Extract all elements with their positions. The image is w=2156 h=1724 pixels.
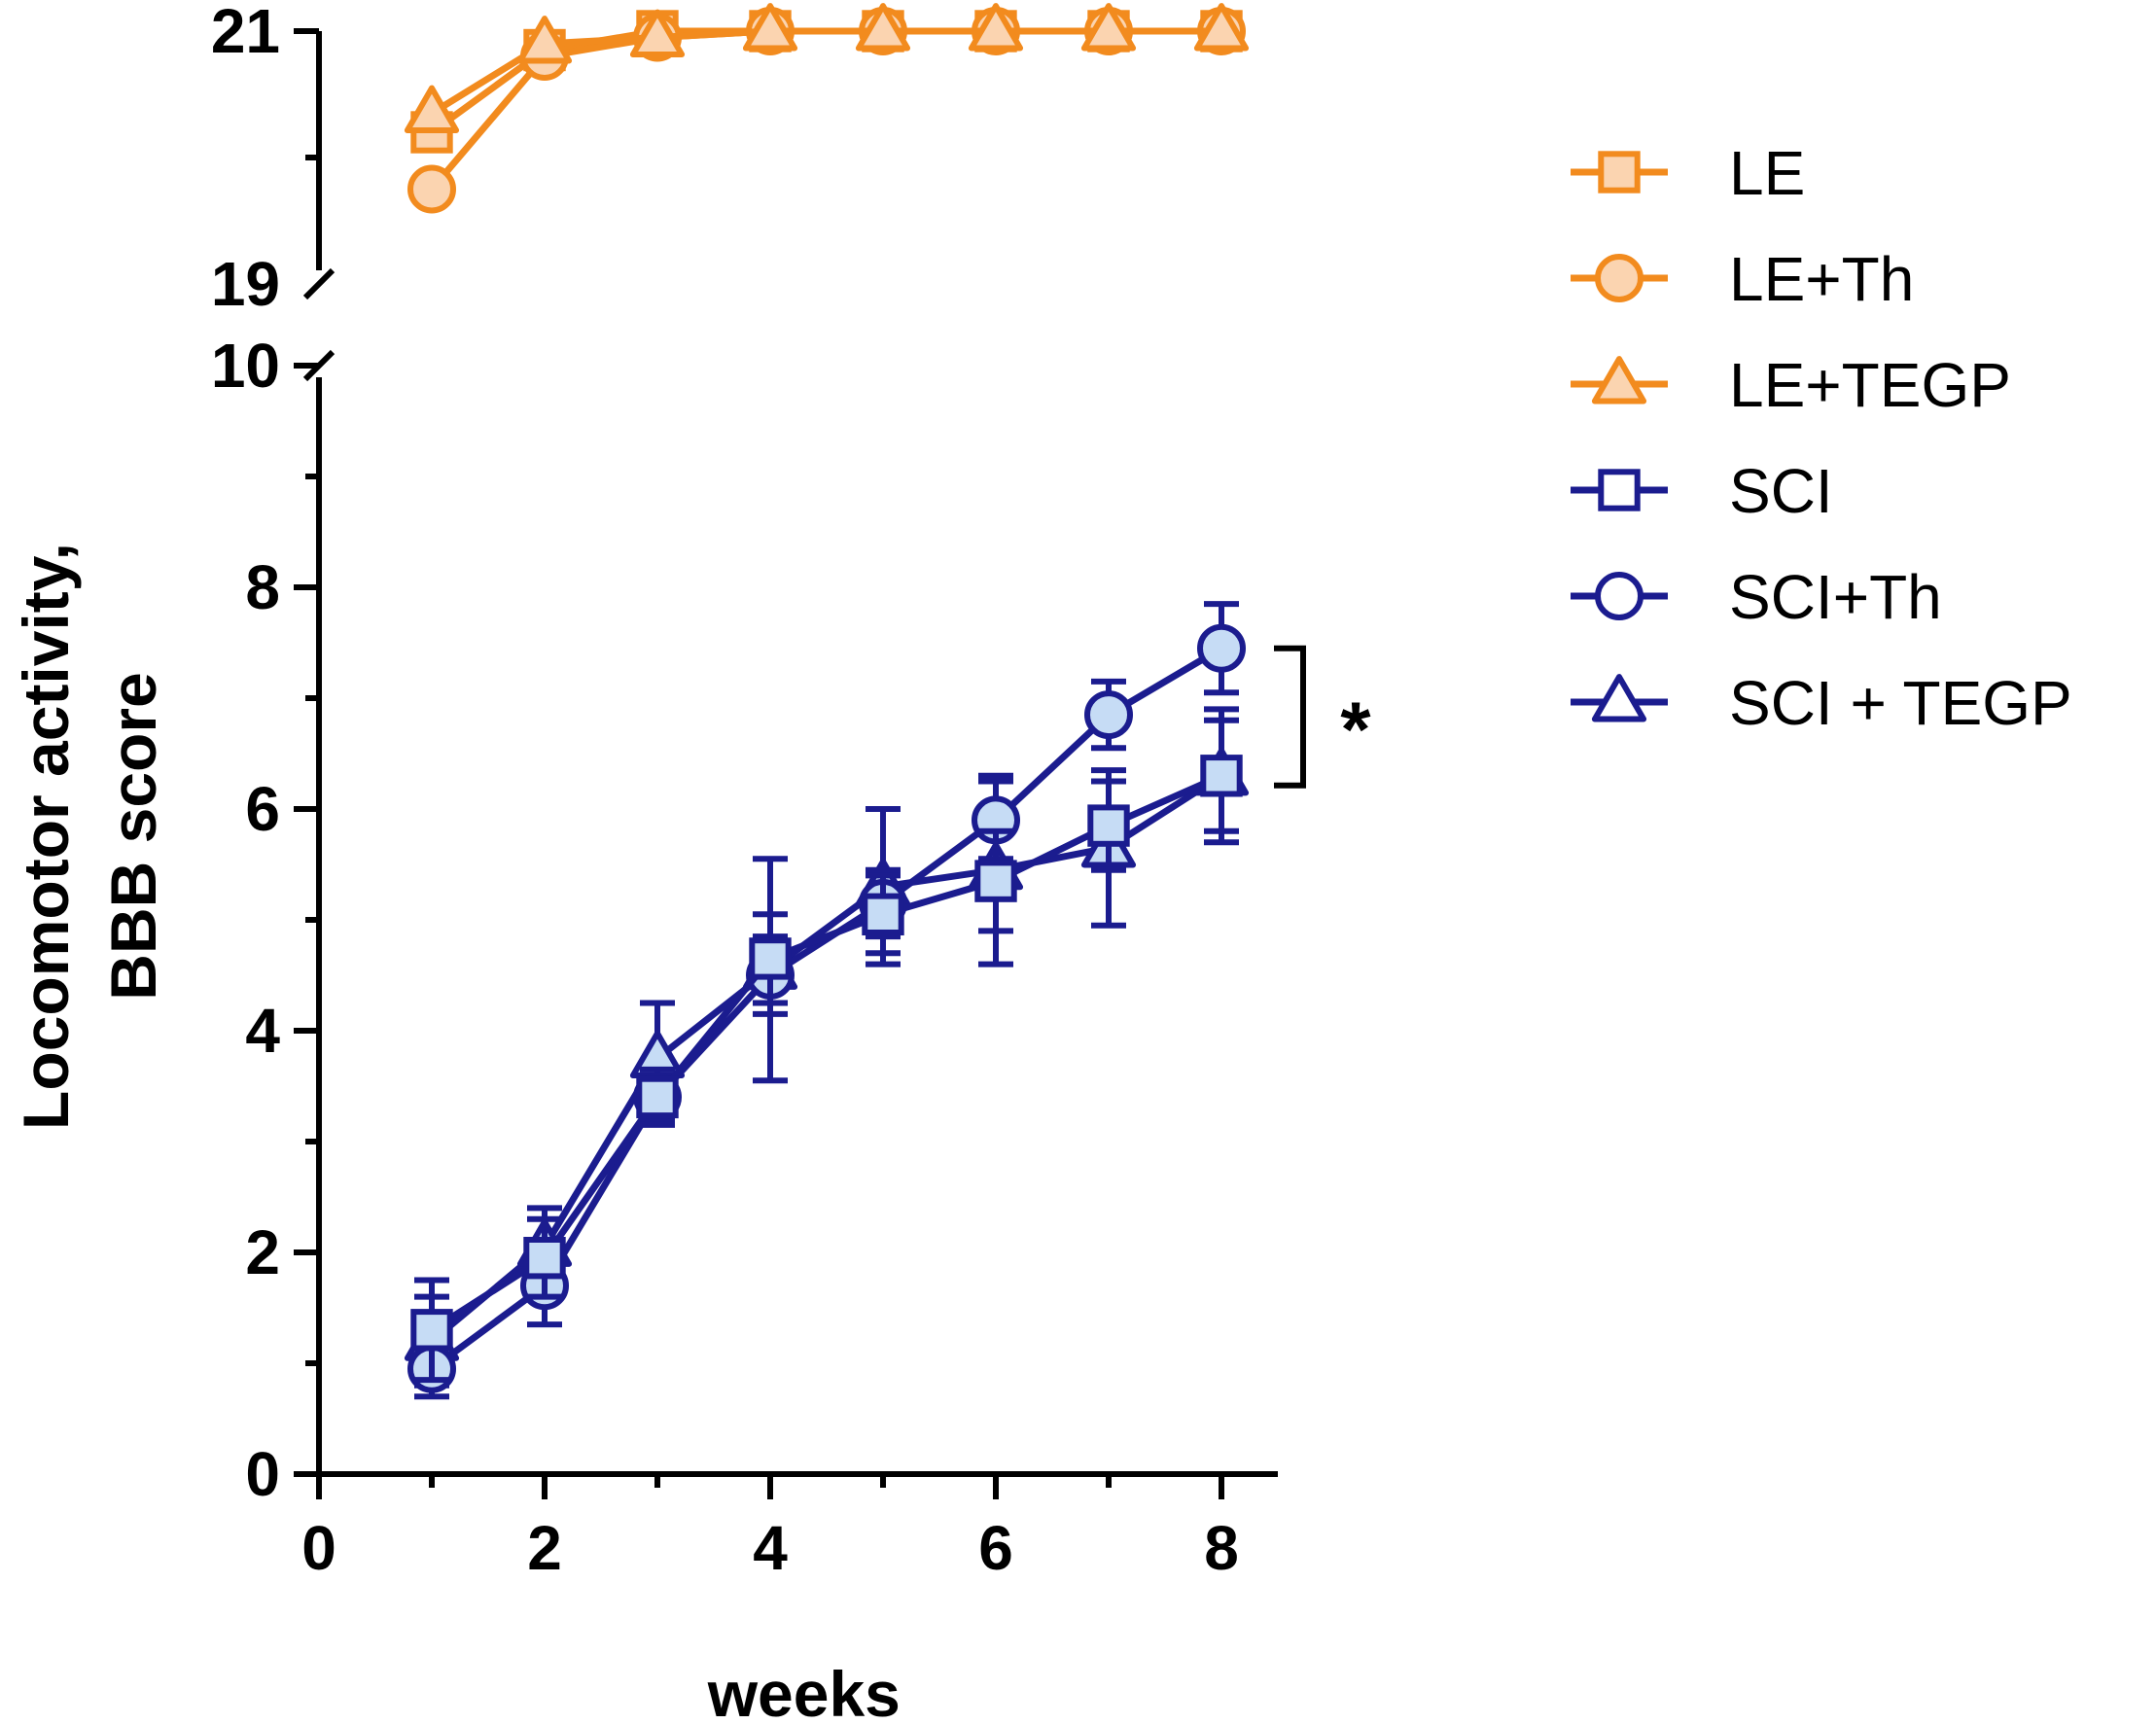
series-line <box>430 27 1221 117</box>
data-point <box>862 893 904 935</box>
y-axis-title: Locomotor activity, BBB score <box>10 543 169 1130</box>
x-tick-label: 8 <box>1204 1513 1239 1583</box>
legend-marker <box>1591 674 1647 722</box>
axis-break-mark <box>302 267 336 300</box>
legend-item: LE <box>1571 138 1805 208</box>
y-axis-title-line: BBB score <box>97 672 169 1000</box>
y-tick-label: 6 <box>245 774 280 844</box>
legend-item: SCI+Th <box>1571 562 1942 632</box>
data-point <box>855 3 911 52</box>
y-tick-label: 8 <box>245 552 280 622</box>
legend-marker <box>1591 356 1647 405</box>
legend-label: LE+Th <box>1729 244 1914 314</box>
y-tick-label: 2 <box>245 1217 280 1287</box>
data-point <box>410 1309 453 1352</box>
y-tick-label: 10 <box>211 331 280 401</box>
y-tick-label: 0 <box>245 1439 280 1509</box>
data-point <box>742 3 798 52</box>
data-point <box>1193 3 1250 52</box>
legend-label: LE+TEGP <box>1729 350 2011 420</box>
annotation-layer: * <box>1274 645 1371 789</box>
data-point <box>629 9 686 58</box>
data-point <box>1197 623 1246 673</box>
legend-marker <box>1595 254 1644 302</box>
legend-marker <box>1595 572 1644 620</box>
legend-label: SCI+Th <box>1729 562 1942 632</box>
data-point <box>1084 690 1133 740</box>
x-tick-label: 4 <box>753 1513 788 1583</box>
legend-item: LE+Th <box>1571 244 1914 314</box>
axis-break-mark <box>302 349 336 382</box>
y-tick-label: 4 <box>245 996 280 1066</box>
y-tick-label: 21 <box>211 0 280 66</box>
significance-bracket <box>1274 645 1306 789</box>
significance-star: * <box>1340 686 1371 772</box>
axes: 0 2 4 6 8 10 19 21 0 2 4 6 8 weeks Locomotor activity,… <box>10 0 1278 1724</box>
data-point <box>1080 3 1137 52</box>
data-point <box>516 16 573 64</box>
data-point <box>636 1075 679 1119</box>
series-sci <box>410 717 1243 1384</box>
y-axis-title-line: Locomotor activity, <box>10 543 82 1130</box>
series-le-tegp <box>404 3 1250 134</box>
legend-marker <box>1598 469 1641 511</box>
data-point <box>749 937 792 980</box>
y-tick-label: 19 <box>211 249 280 319</box>
x-tick-label: 2 <box>527 1513 562 1583</box>
data-point <box>1200 755 1243 797</box>
data-point <box>1087 804 1130 847</box>
data-point <box>968 3 1024 52</box>
data-point <box>523 1237 566 1280</box>
legend-marker <box>1598 151 1641 194</box>
legend-label: SCI <box>1729 456 1833 526</box>
legend-item: SCI + TEGP <box>1571 668 2072 738</box>
legend-item: LE+TEGP <box>1571 350 2011 420</box>
series-layer <box>404 3 1250 1400</box>
x-tick-label: 0 <box>301 1513 336 1583</box>
x-tick-label: 6 <box>978 1513 1013 1583</box>
data-point <box>974 860 1017 902</box>
legend-item: SCI <box>1571 456 1833 526</box>
x-axis-title: weeks <box>707 1658 901 1724</box>
legend: LE LE+Th LE+TEGP SCI SCI+Th SCI + TEGP <box>1571 138 2072 738</box>
data-point <box>404 85 460 134</box>
legend-label: SCI + TEGP <box>1729 668 2072 738</box>
data-point <box>407 164 456 214</box>
legend-label: LE <box>1729 138 1805 208</box>
